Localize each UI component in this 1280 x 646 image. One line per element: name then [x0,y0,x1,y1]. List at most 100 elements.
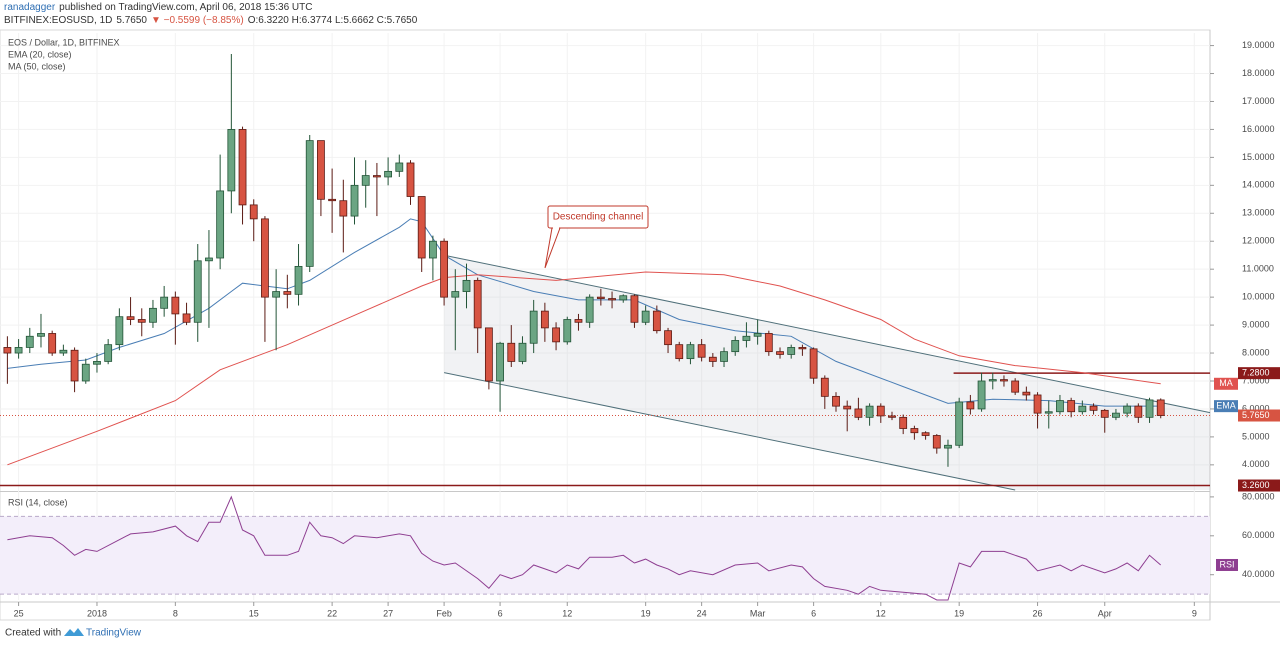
candle-body [361,175,370,186]
candle-body [1000,379,1008,382]
candle-body [776,351,784,355]
candle-body [417,196,426,259]
candle-body [104,344,113,362]
candle-body [93,361,101,365]
symbol: BITFINEX:EOSUSD, 1D [4,15,113,26]
x-tick-label: 9 [1192,608,1197,618]
candle-body [686,344,695,360]
rsi-band-fill [0,516,1210,595]
candle-body [596,296,605,299]
candle-body [1011,380,1020,393]
candle-body [854,408,863,418]
last-price-label: 5.7650 [1242,410,1270,420]
candle-body [294,265,303,295]
candle-body [988,379,997,382]
candle-body [708,356,717,362]
candle-body [1089,405,1098,411]
candle-body [753,333,762,337]
level-label: 7.2800 [1242,368,1270,378]
candle-body [630,295,639,323]
x-tick-label: Apr [1098,608,1112,618]
y-tick-label: 4.0000 [1242,459,1270,469]
candle-body [742,335,751,341]
candle-body [205,257,213,262]
x-tick-label: 6 [811,608,816,618]
x-tick-label: 27 [383,608,393,618]
candle-body [160,296,169,309]
indicator-tag-label: EMA [1216,401,1236,411]
candle-body [317,140,325,200]
annotation-box [547,205,649,229]
candle-body [865,405,874,418]
candle-body [552,327,560,343]
channel-line [443,254,1211,414]
author[interactable]: ranadagger [4,2,56,13]
candle-body [652,310,661,332]
indicator-tag-label: MA [1219,378,1233,388]
rsi-legend: RSI (14, close) [8,497,68,507]
x-tick-label: 24 [697,608,707,618]
candle-body [1056,400,1064,413]
x-tick-label: 22 [327,608,337,618]
candle-body [585,296,594,323]
y-tick-label: 12.0000 [1242,236,1275,246]
candle-body [406,162,415,197]
level-tag [1238,479,1280,492]
y-tick-label: 6.0000 [1242,403,1270,413]
candle-body [641,310,650,323]
candle-body [1112,412,1120,418]
last-price-tag [1238,409,1280,422]
candle-body [440,240,448,298]
candle-body [1067,400,1076,413]
candle-body [25,335,34,348]
y-tick-label: 8.0000 [1242,347,1270,357]
y-tick-label: 16.0000 [1242,124,1275,134]
candle-body [921,432,930,436]
rsi-tick-label: 40.0000 [1242,569,1275,579]
rsi-tick-label: 80.0000 [1242,491,1275,501]
candle-body [305,140,314,267]
candle-body [48,333,57,354]
x-tick-label: 8 [173,608,178,618]
candle-body [1100,409,1109,418]
rsi-tag [1216,558,1238,571]
layers: 4.0000 5.0000 6.0000 7.0000 8.0000 9.0000 10.0… [0,33,1280,618]
candle-body [787,347,796,355]
candle-body [395,162,404,172]
candle-body [373,175,381,178]
chart-title: EOS / Dollar, 1D, BITFINEX [8,37,120,47]
candle-body [540,310,549,329]
candle-body [529,310,538,344]
candle-body [1078,405,1087,413]
candle-body [339,200,348,217]
candle-body [473,279,482,329]
candle-body [955,401,964,446]
candle-body [619,295,628,301]
candle-body [910,428,919,434]
candle-body [384,170,393,178]
ohlc: O:6.3220 H:6.3774 L:5.6662 C:5.7650 [247,15,418,26]
candle-body [182,313,191,323]
indicator-tag [1214,400,1238,413]
candle-body [977,380,986,410]
candle-body [328,198,337,202]
candle-body [574,319,583,323]
x-tick-label: 19 [954,608,964,618]
candle-body [272,291,281,298]
candle-body [1134,405,1143,418]
y-tick-label: 19.0000 [1242,40,1275,50]
x-tick-label: 19 [641,608,651,618]
y-tick-label: 14.0000 [1242,180,1275,190]
candle-body [484,327,493,382]
footer-brand[interactable]: TradingView [86,628,142,639]
published: published on TradingView.com, April 06, … [59,2,313,13]
logo [64,628,84,636]
candle-body [1145,399,1154,418]
candle-body [149,307,157,323]
footer-created: Created with [5,628,61,639]
candle-body [350,184,359,217]
candle-body [115,316,124,346]
legend-ema: EMA (20, close) [8,49,72,59]
channel-line [443,372,1016,491]
